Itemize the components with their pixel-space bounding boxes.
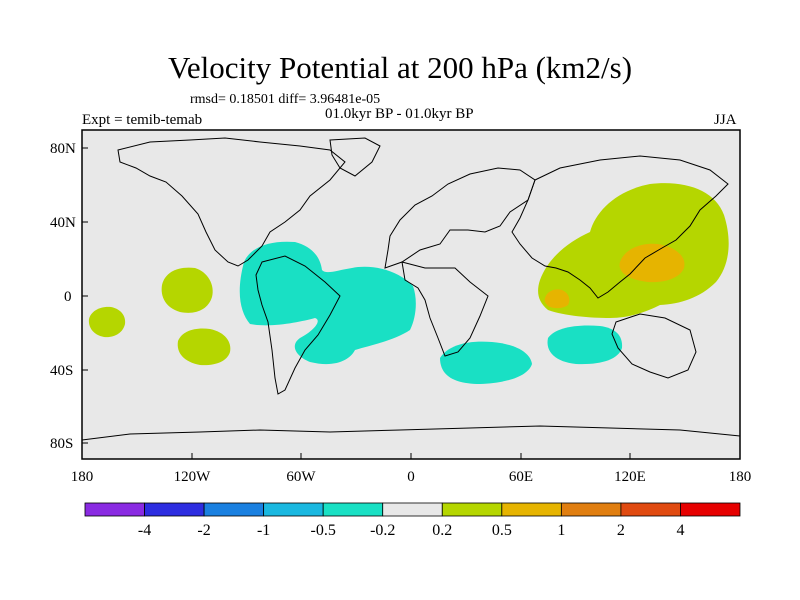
australia-coastline — [611, 313, 697, 379]
colorbar-label: 0.5 — [492, 522, 512, 539]
colorbar-swatch — [263, 502, 324, 517]
latitude-axis — [82, 147, 88, 444]
lon-label-60e: 60E — [509, 469, 533, 485]
north-america-coastline — [117, 137, 346, 267]
lat-label-80s: 80S — [50, 436, 73, 452]
colorbar-label: -2 — [197, 522, 210, 539]
colorbar-label: 2 — [617, 522, 625, 539]
lon-label-180w: 180 — [71, 469, 94, 485]
indian-ocean-strong-positive-region — [544, 289, 570, 309]
europe-africa-coastline — [384, 167, 536, 357]
period-label: 01.0kyr BP - 01.0kyr BP — [325, 106, 474, 122]
map-title: Velocity Potential at 200 hPa (km2/s) — [167, 50, 633, 85]
colorbar-label: 4 — [676, 522, 684, 539]
stats-label: rmsd= 0.18501 diff= 3.96481e-05 — [190, 92, 381, 107]
colorbar-swatch — [84, 502, 145, 517]
lat-label-40n: 40N — [50, 215, 76, 231]
colorbar-label: 1 — [557, 522, 565, 539]
colorbar-label: 0.2 — [432, 522, 452, 539]
lon-label-120w: 120W — [174, 469, 212, 485]
east-asia-strong-positive-region — [619, 243, 685, 283]
lat-label-40s: 40S — [50, 363, 73, 379]
indian-ocean-negative-region — [440, 341, 532, 384]
colorbar-label: -0.2 — [370, 522, 395, 539]
colorbar-swatch — [203, 502, 265, 517]
colorbar-swatch — [680, 502, 741, 517]
strong-positive-anomaly-regions — [544, 243, 685, 309]
colorbar-swatch — [620, 502, 681, 517]
colorbar-swatch — [441, 502, 503, 517]
colorbar-label: -0.5 — [311, 522, 336, 539]
colorbar: -4 -2 -1 -0.5 -0.2 0.2 0.5 1 2 4 — [84, 502, 741, 539]
lon-label-60w: 60W — [286, 469, 316, 485]
lat-label-0: 0 — [64, 289, 72, 305]
antarctica-coastline — [81, 425, 741, 441]
longitude-axis — [191, 453, 631, 459]
greenland-coastline — [329, 137, 381, 177]
colorbar-swatch — [560, 502, 622, 517]
atlantic-negative-region — [239, 241, 416, 365]
season-label: JJA — [714, 112, 737, 128]
colorbar-swatch — [322, 502, 384, 517]
lat-label-80n: 80N — [50, 141, 76, 157]
colorbar-label: -1 — [257, 522, 270, 539]
lon-label-0: 0 — [407, 469, 415, 485]
australia-negative-region — [547, 325, 623, 365]
lon-label-180e: 180 — [729, 469, 752, 485]
colorbar-label: -4 — [138, 522, 151, 539]
colorbar-swatch — [501, 502, 562, 517]
lon-label-120e: 120E — [614, 469, 646, 485]
colorbar-swatch — [144, 502, 205, 517]
west-pacific-positive-region — [88, 306, 126, 338]
asia-coastline — [511, 155, 729, 299]
negative-anomaly-regions — [239, 241, 623, 384]
south-pacific-positive-region — [177, 328, 231, 366]
colorbar-swatch — [382, 502, 443, 517]
experiment-label: Expt = temib-temab — [82, 112, 203, 128]
coastlines — [81, 137, 741, 441]
south-america-coastline — [255, 255, 341, 395]
central-pacific-positive-region — [161, 267, 213, 313]
